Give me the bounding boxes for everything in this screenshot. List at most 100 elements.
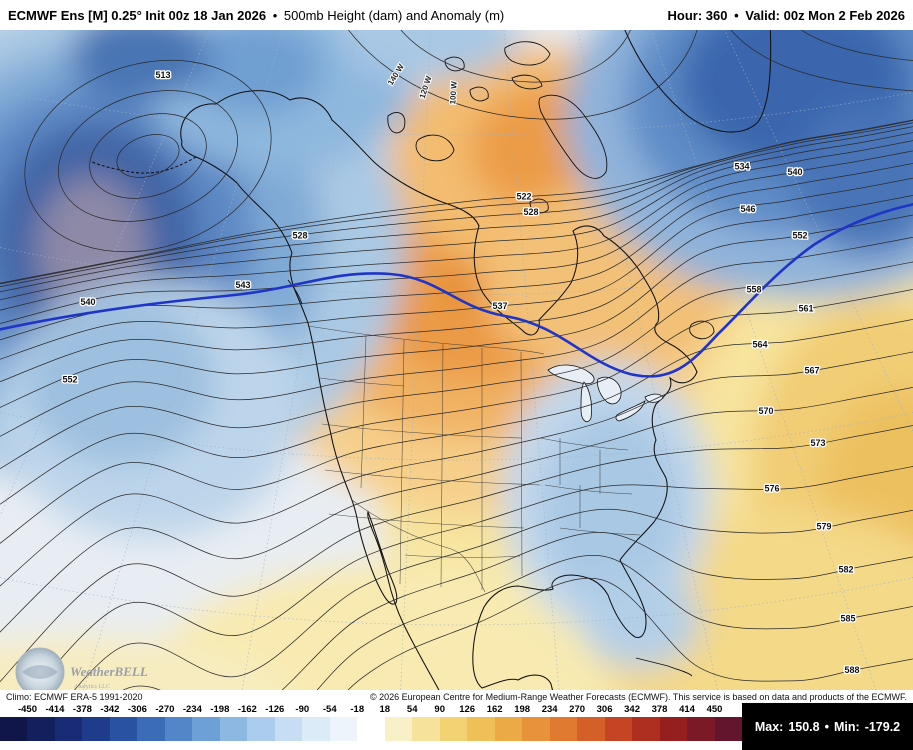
height-contour: [316, 555, 913, 690]
height-contour: [0, 288, 913, 505]
weather-map: 522 528 528 534 540 546 552 558 561 564 567 570 573 5…: [0, 30, 913, 690]
colorbar-segment: [604, 717, 633, 741]
graticule-layer: [0, 30, 913, 690]
colorbar-label: 378: [651, 704, 668, 715]
colorbar-segment: [82, 717, 110, 741]
height-contour: [0, 318, 913, 544]
colorbar-segment: [27, 717, 55, 741]
colorbar-label: -342: [100, 704, 120, 715]
colorbar-segment: [439, 717, 468, 741]
graticule-label: 100 W: [448, 81, 459, 105]
colorbar-label: 234: [541, 704, 558, 715]
contour-label: 543: [235, 280, 250, 290]
anomaly-colorbar: -450 -414 -378 -342 -306 -270 -234 -198 -162 -126…: [0, 703, 743, 750]
height-contour: [0, 126, 913, 293]
hour-value: 360: [705, 7, 728, 23]
height-contour: [0, 150, 913, 324]
product-title: ECMWF Ens [M] 0.25° Init 00z 18 Jan 2026…: [8, 8, 504, 23]
colorbar-segment: [302, 717, 330, 741]
parameter-name: 500mb Height (dam) and Anomaly (m): [283, 7, 505, 23]
colorbar-segment: [549, 717, 578, 741]
colorbar-label: -126: [265, 704, 285, 715]
contour-label: 564: [752, 340, 767, 350]
watermark-name: WeatherBELL: [70, 664, 148, 679]
height-contour: [0, 351, 913, 587]
header-bar: ECMWF Ens [M] 0.25° Init 00z 18 Jan 2026…: [0, 0, 913, 30]
height-contour: [0, 162, 913, 341]
colorbar-label: -234: [182, 704, 202, 715]
colorbar-label: -270: [155, 704, 175, 715]
contour-label: 570: [758, 406, 773, 416]
contour-label: 540: [80, 297, 95, 307]
colorbar-segment: [192, 717, 220, 741]
colorbar-segment: [219, 717, 248, 741]
colorbar-label: 126: [459, 704, 476, 715]
contour-label: 513: [155, 70, 170, 80]
colorbar-segment: [714, 717, 743, 741]
colorbar-label: 54: [406, 704, 418, 715]
colorbar-segment: [0, 717, 28, 741]
contour-label: 573: [810, 438, 825, 448]
contour-label: 585: [840, 614, 855, 624]
height-contour: [0, 120, 913, 285]
height-contour: [0, 386, 913, 633]
closed-contours: [24, 30, 913, 253]
hour-label: Hour:: [667, 7, 703, 23]
contour-label: 582: [838, 564, 853, 574]
height-contour: [123, 532, 913, 690]
max-label: Max:: [754, 719, 784, 734]
contour-label: 558: [746, 284, 761, 294]
colorbar-label: 162: [486, 704, 503, 715]
min-label: Min:: [834, 719, 860, 734]
colorbar-label: -306: [127, 704, 147, 715]
contour-label: 537: [492, 301, 507, 311]
contour-label: 546: [740, 204, 755, 214]
colorbar-label: 270: [569, 704, 586, 715]
contour-label: 579: [816, 521, 831, 531]
contour-labels-layer: 522 528 528 534 540 546 552 558 561 564 567 570 573 5…: [61, 61, 861, 676]
colorbar-segment: [357, 717, 385, 741]
colorbar-label: 342: [624, 704, 640, 715]
maxmin-separator: •: [824, 719, 829, 734]
colorbar-segment: [164, 717, 193, 741]
colorbar-label: -378: [72, 704, 92, 715]
colorbar-label: 414: [679, 704, 695, 715]
height-contour: [34, 466, 913, 690]
colorbar-label: -162: [237, 704, 257, 715]
forecast-time: Hour: 360 • Valid: 00z Mon 2 Feb 2026: [667, 8, 905, 23]
height-contour: [0, 140, 913, 311]
highlight-540-contour: [0, 203, 913, 378]
colorbar-segment: [632, 717, 660, 741]
colorbar-segment: [687, 717, 715, 741]
colorbar-segment: [109, 717, 138, 741]
max-value: 150.8: [788, 719, 820, 734]
colorbar-label: 90: [434, 704, 445, 715]
colorbar-segment: [494, 717, 523, 741]
colorbar-label: 306: [596, 704, 613, 715]
anomaly-shading-layer: [0, 30, 913, 690]
colorbar-label: 450: [706, 704, 723, 715]
contour-label: 561: [798, 304, 813, 314]
colorbar-segment: [137, 717, 165, 741]
height-contour: [0, 119, 913, 284]
colorbar-segment: [522, 717, 550, 741]
colorbar-segment: [384, 717, 413, 741]
height-contour: [0, 177, 913, 360]
coastline-layer: [91, 30, 772, 690]
colorbar-segment: [467, 717, 495, 741]
colorbar-strip: [0, 717, 743, 741]
map-area: 522 528 528 534 540 546 552 558 561 564 567 570 573 5…: [0, 30, 913, 690]
colorbar-segment: [247, 717, 275, 741]
model-name: ECMWF Ens [M] 0.25°: [8, 7, 142, 23]
credits-bar: Climo: ECMWF ERA-5 1991-2020 © 2026 Euro…: [0, 690, 913, 703]
contour-label: 528: [523, 207, 538, 217]
contour-label: 522: [516, 191, 531, 201]
contour-label: 528: [292, 231, 307, 241]
colorbar-label: -54: [322, 704, 337, 715]
contour-label: 540: [787, 167, 802, 177]
colorbar-label: -90: [295, 704, 310, 715]
colorbar-label: -450: [17, 704, 37, 715]
colorbar-segment: [659, 717, 688, 741]
time-separator: •: [734, 7, 739, 23]
colorbar-label: 18: [379, 704, 391, 715]
